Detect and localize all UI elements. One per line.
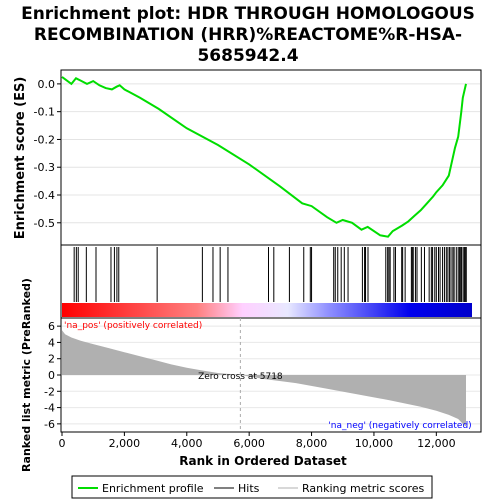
metric-y-tick-label: -4 [44, 402, 55, 415]
es-y-axis: 0.0 -0.1 -0.2 -0.3 -0.4 -0.5 [34, 78, 61, 230]
rank-color-bar [62, 303, 472, 317]
es-y-tick-label: -0.2 [34, 133, 55, 146]
es-grid [62, 83, 480, 224]
metric-y-tick-label: 4 [48, 336, 55, 349]
legend-label-hits: Hits [238, 482, 260, 495]
x-tick-label: 12,000 [417, 437, 456, 450]
negative-label: 'na_neg' (negatively correlated) [328, 421, 471, 431]
es-y-axis-label: Enrichment score (ES) [13, 77, 28, 240]
legend-label-ranking-metric: Ranking metric scores [302, 482, 424, 495]
x-tick-label: 6,000 [233, 437, 265, 450]
chart-title: Enrichment plot: HDR THROUGH HOMOLOGOUS … [21, 4, 475, 66]
es-y-tick-label: -0.1 [34, 106, 55, 119]
x-tick-label: 8,000 [296, 437, 328, 450]
x-axis-label: Rank in Ordered Dataset [179, 454, 347, 468]
legend: Enrichment profile Hits Ranking metric s… [71, 475, 433, 499]
legend-frame [71, 475, 433, 499]
es-y-tick-label: 0.0 [38, 78, 56, 91]
metric-y-tick-label: -2 [44, 385, 55, 398]
x-tick-label: 4,000 [171, 437, 203, 450]
es-y-tick-label: -0.5 [34, 217, 55, 230]
enrichment-profile-line [61, 76, 467, 238]
metric-y-tick-label: 2 [48, 353, 55, 366]
title-line-2: RECOMBINATION (HRR)%REACTOME%R-HSA- [34, 25, 462, 45]
metric-y-tick-label: -6 [44, 418, 55, 431]
metric-y-axis-label: Ranked list metric (PreRanked) [20, 278, 33, 472]
title-line-3: 5685942.4 [197, 46, 298, 66]
positive-label: 'na_pos' (positively correlated) [64, 321, 202, 331]
title-line-1: Enrichment plot: HDR THROUGH HOMOLOGOUS [21, 4, 475, 24]
ranking-metric-area [62, 330, 466, 427]
zero-cross-annotation: Zero cross at 5718 [198, 372, 283, 382]
legend-label-enrichment-profile: Enrichment profile [102, 482, 204, 495]
x-tick-label: 10,000 [355, 437, 394, 450]
es-panel-frame [60, 69, 482, 246]
es-y-tick-label: -0.4 [34, 189, 55, 202]
metric-y-tick-label: 6 [48, 320, 55, 333]
metric-y-tick-label: 0 [48, 369, 55, 382]
metric-y-axis: 6 4 2 0 -2 -4 -6 [44, 320, 61, 431]
hits-barcode [73, 247, 467, 302]
x-tick-label: 2,000 [109, 437, 141, 450]
es-y-tick-label: -0.3 [34, 161, 55, 174]
x-tick-label: 0 [59, 437, 66, 450]
x-axis: 0 2,000 4,000 6,000 8,000 10,000 12,000 [59, 432, 456, 450]
